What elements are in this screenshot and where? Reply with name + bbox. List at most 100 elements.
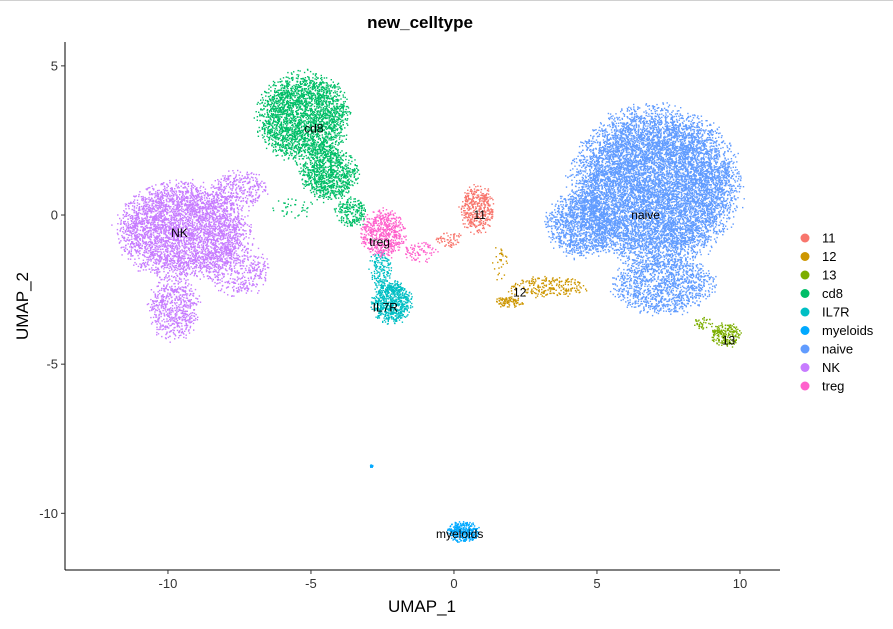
data-point [595, 181, 597, 183]
data-point [577, 206, 579, 209]
data-point [667, 223, 669, 225]
data-point [667, 253, 669, 256]
data-point [648, 141, 651, 143]
data-point [584, 158, 586, 161]
data-point [681, 216, 683, 218]
data-point [615, 234, 617, 236]
data-point [698, 207, 700, 209]
data-point [672, 174, 674, 176]
data-point [632, 202, 634, 205]
data-point [705, 183, 707, 186]
data-point [649, 251, 651, 253]
data-point [637, 257, 639, 260]
data-point [690, 195, 692, 198]
data-point [710, 139, 713, 141]
data-point [606, 138, 608, 140]
data-point [619, 213, 621, 215]
data-point [623, 245, 625, 247]
data-point [715, 148, 717, 150]
data-point [640, 122, 642, 124]
data-point [730, 177, 732, 179]
data-point [604, 151, 607, 153]
data-point [622, 250, 625, 253]
data-point [653, 120, 655, 123]
data-point [618, 249, 620, 252]
data-point [698, 239, 700, 242]
data-point [626, 226, 628, 228]
data-point [715, 157, 717, 160]
data-point [661, 215, 663, 217]
data-point [696, 149, 698, 151]
data-point [641, 143, 643, 145]
data-point [590, 177, 592, 179]
data-point [705, 226, 707, 228]
data-point [587, 188, 590, 190]
data-point [711, 158, 713, 160]
data-point [672, 201, 675, 203]
data-point [657, 193, 659, 195]
data-point [707, 186, 709, 188]
data-point [697, 205, 700, 208]
data-point [610, 196, 612, 198]
data-point [610, 115, 612, 118]
data-point [583, 189, 586, 191]
data-point [660, 149, 662, 151]
data-point [618, 171, 621, 173]
data-point [654, 201, 656, 204]
data-point [690, 142, 692, 144]
data-point [673, 207, 675, 209]
data-point [628, 218, 630, 220]
data-point [731, 197, 734, 199]
data-point [666, 199, 668, 201]
data-point [682, 232, 684, 234]
data-point [696, 178, 699, 181]
data-point [581, 193, 584, 195]
data-point [636, 240, 638, 243]
data-point [640, 172, 642, 174]
data-point [590, 184, 592, 186]
data-point [623, 235, 625, 238]
data-point [671, 236, 674, 238]
data-point [701, 232, 703, 234]
data-point [586, 164, 589, 166]
data-point [639, 240, 641, 242]
data-point [609, 117, 611, 119]
data-point [662, 190, 664, 192]
data-point [624, 260, 627, 263]
data-point [651, 194, 653, 196]
data-point [639, 120, 641, 122]
data-point [617, 257, 619, 259]
data-point [665, 120, 667, 123]
data-point [654, 228, 656, 231]
data-point [630, 250, 632, 252]
data-point [712, 214, 714, 216]
data-point [674, 246, 677, 248]
data-point [665, 228, 667, 230]
data-point [622, 210, 624, 212]
data-point [660, 134, 662, 136]
data-point [681, 248, 683, 251]
data-point [699, 170, 702, 172]
data-point [680, 114, 682, 116]
data-point [621, 240, 623, 242]
data-point [670, 245, 673, 247]
data-point [622, 161, 624, 163]
data-point [588, 139, 590, 141]
data-point [672, 151, 675, 153]
data-point [690, 190, 692, 192]
data-point [694, 216, 696, 219]
data-point [722, 192, 725, 194]
data-point [589, 148, 592, 151]
data-point [692, 209, 694, 211]
data-point [612, 115, 614, 117]
data-point [646, 222, 648, 224]
data-point [607, 134, 609, 136]
data-point [656, 103, 658, 106]
data-point [583, 191, 586, 193]
data-point [674, 254, 676, 256]
data-point [637, 240, 639, 242]
data-point [651, 122, 653, 124]
data-point [687, 217, 689, 220]
data-point [672, 119, 674, 122]
data-point [627, 117, 629, 119]
